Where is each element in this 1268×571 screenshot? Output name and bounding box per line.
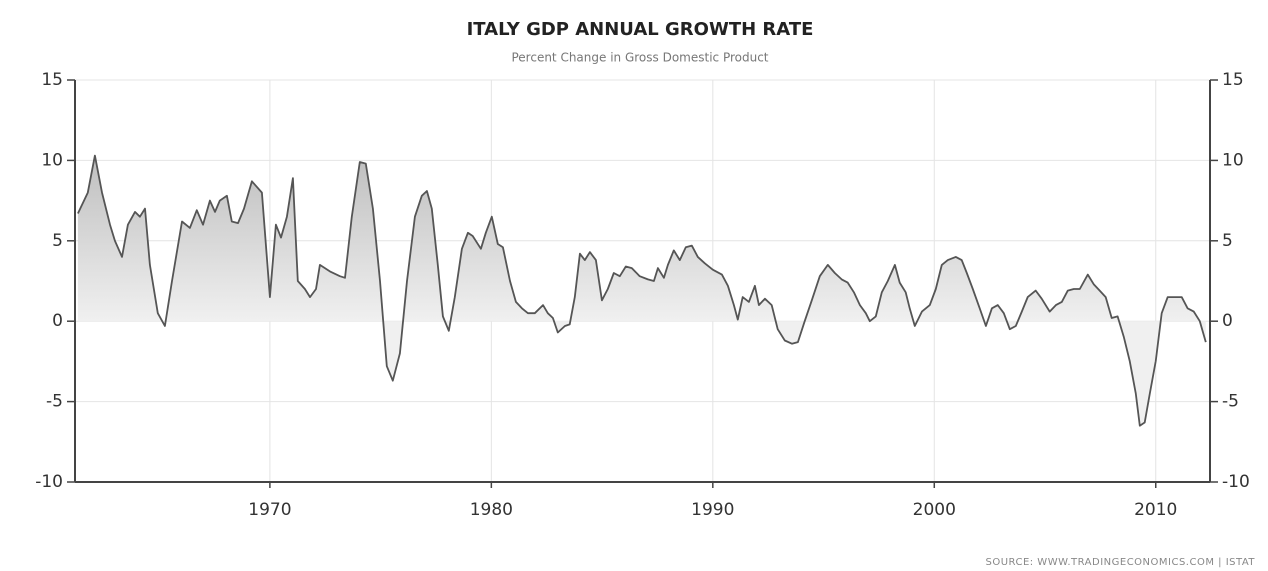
- y-tick-label: 0: [52, 311, 63, 331]
- x-tick-label: 1970: [248, 500, 291, 520]
- x-tick-label: 2010: [1134, 500, 1177, 520]
- y2-tick-label: 15: [1222, 70, 1244, 90]
- x-tick-label: 2000: [913, 500, 956, 520]
- source: SOURCE: WWW.TRADINGECONOMICS.COM | ISTAT: [985, 557, 1255, 568]
- y2-tick-label: -5: [1222, 392, 1239, 412]
- y-tick-label: 5: [52, 231, 63, 251]
- x-tick-label: 1990: [691, 500, 734, 520]
- y-tick-label: 15: [41, 70, 63, 90]
- area: [77, 155, 1206, 426]
- y2-tick-label: 0: [1222, 311, 1233, 331]
- chart-title: ITALY GDP ANNUAL GROWTH RATE: [467, 19, 814, 40]
- x-tick-label: 1980: [470, 500, 513, 520]
- y2-tick-label: 10: [1222, 150, 1244, 170]
- y2-tick-label: 5: [1222, 231, 1233, 251]
- axes: -10 -10 -5 -5 0 0 5 5 10 10 15 15 1970 1980 1990 2000 20…: [35, 70, 1250, 520]
- y-tick-label: 10: [41, 150, 63, 170]
- y-tick-label: -10: [35, 472, 63, 492]
- y-tick-label: -5: [46, 392, 63, 412]
- line: [77, 154, 1207, 427]
- y2-tick-label: -10: [1222, 472, 1250, 492]
- plot: [77, 154, 1207, 427]
- chart-subtitle: Percent Change in Gross Domestic Product: [511, 51, 768, 65]
